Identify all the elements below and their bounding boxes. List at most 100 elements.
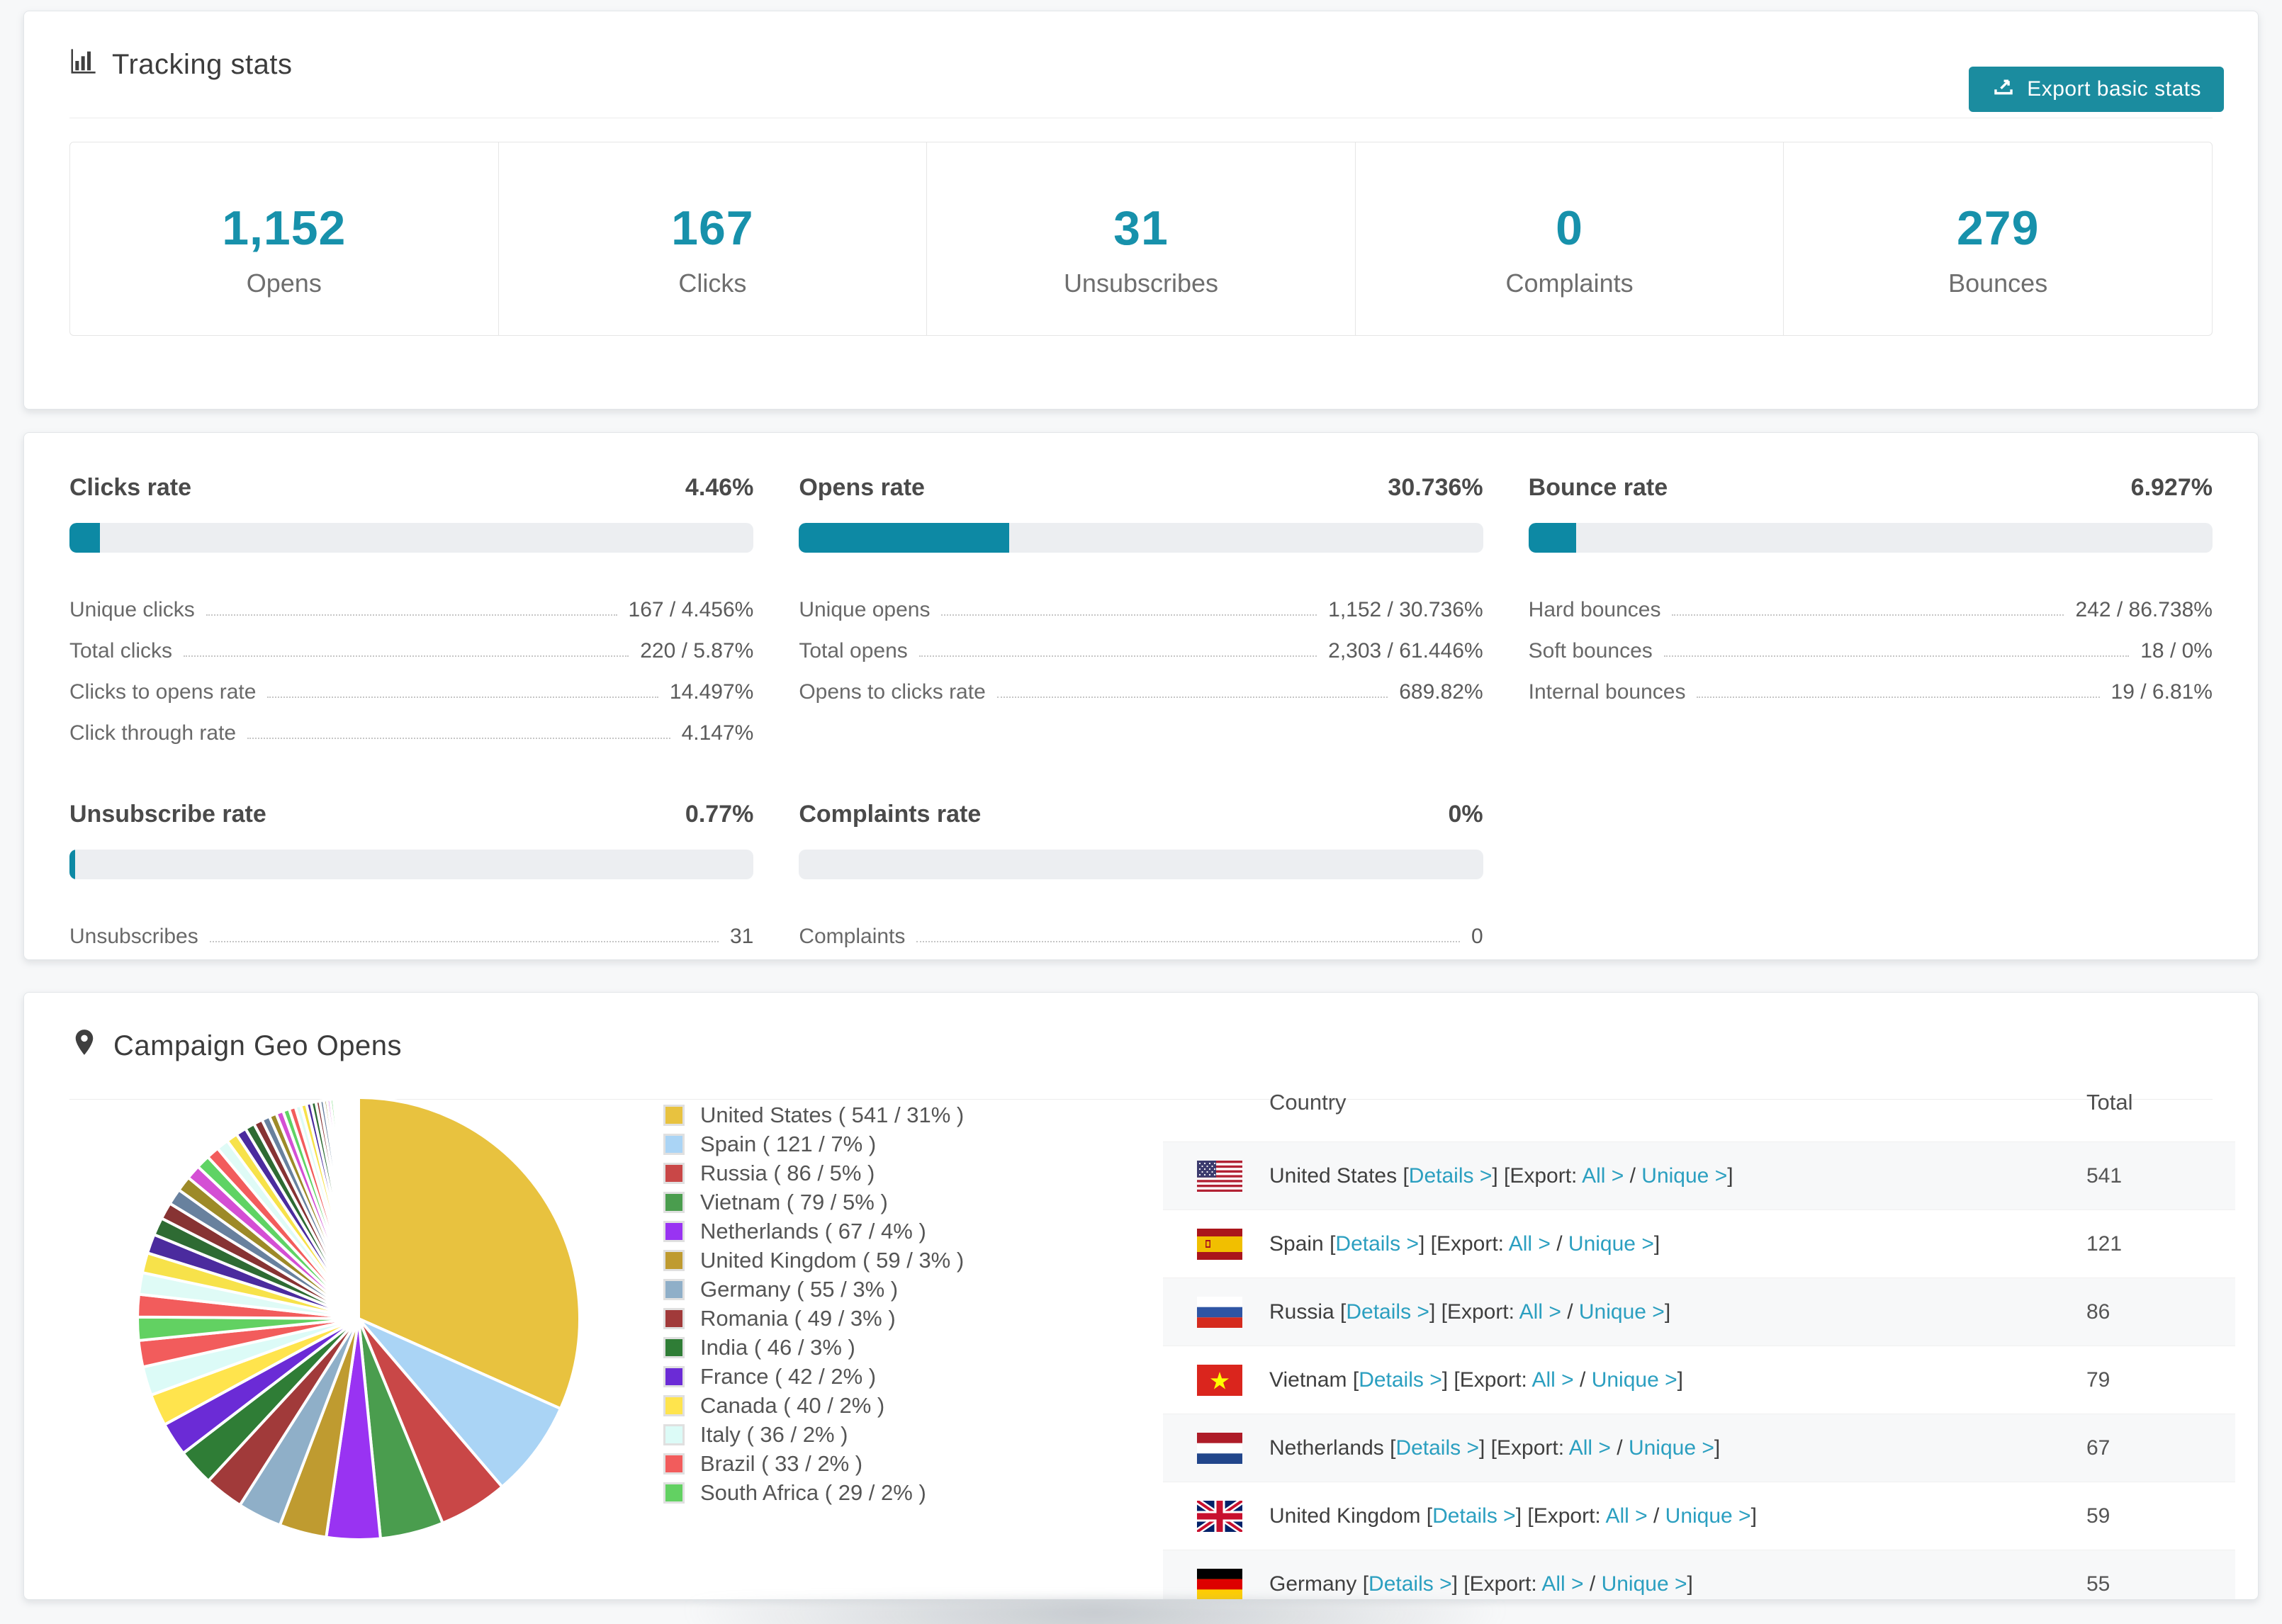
legend-swatch [663, 1278, 685, 1300]
legend-swatch [663, 1133, 685, 1155]
legend-label: France ( 42 / 2% ) [700, 1363, 877, 1389]
export-all-link[interactable]: All > [1541, 1572, 1584, 1596]
rate-stat-row: Click through rate 4.147% [69, 704, 753, 745]
country-cell: Russia [Details >] [Export: All > / Uniq… [1269, 1299, 1671, 1324]
legend-item[interactable]: Italy ( 36 / 2% ) [663, 1420, 1060, 1449]
details-link[interactable]: Details > [1368, 1572, 1452, 1596]
rate-stat-label: Internal bounces [1528, 680, 1686, 704]
legend-label: Vietnam ( 79 / 5% ) [700, 1189, 888, 1214]
summary-label: Clicks [678, 269, 747, 298]
export-icon [1991, 74, 2016, 104]
rate-progress-bar [799, 523, 1483, 553]
rate-stat-value: 1,152 / 30.736% [1328, 598, 1483, 621]
rate-stat-row: Soft bounces 18 / 0% [1529, 622, 2213, 663]
summary-value: 31 [1113, 201, 1169, 255]
country-cell: Spain [Details >] [Export: All > / Uniqu… [1269, 1231, 1660, 1256]
export-unique-link[interactable]: Unique > [1591, 1368, 1677, 1392]
legend-item[interactable]: Russia ( 86 / 5% ) [663, 1158, 1060, 1188]
export-unique-link[interactable]: Unique > [1568, 1231, 1654, 1256]
legend-item[interactable]: India ( 46 / 3% ) [663, 1333, 1060, 1362]
legend-label: Italy ( 36 / 2% ) [700, 1421, 848, 1447]
legend-item[interactable]: United States ( 541 / 31% ) [663, 1100, 1060, 1129]
total-cell: 121 [2086, 1231, 2123, 1256]
export-all-link[interactable]: All > [1568, 1436, 1611, 1460]
rate-progress-fill [69, 850, 75, 879]
below-card-shadow [680, 1600, 1510, 1624]
rate-stat-value: 4.147% [681, 721, 754, 745]
export-unique-link[interactable]: Unique > [1665, 1504, 1751, 1528]
rate-progress-bar [799, 850, 1483, 879]
summary-stat-box: 167 Clicks [498, 142, 927, 335]
geo-table-row: United States [Details >] [Export: All >… [1163, 1141, 2235, 1209]
details-link[interactable]: Details > [1359, 1368, 1442, 1392]
dotted-leader [1697, 697, 2100, 698]
export-unique-link[interactable]: Unique > [1601, 1572, 1687, 1596]
total-cell: 59 [2086, 1504, 2110, 1528]
legend-swatch [663, 1249, 685, 1271]
legend-item[interactable]: South Africa ( 29 / 2% ) [663, 1478, 1060, 1507]
legend-label: Russia ( 86 / 5% ) [700, 1160, 875, 1185]
export-unique-link[interactable]: Unique > [1628, 1436, 1714, 1460]
bar-chart-icon [69, 47, 98, 82]
details-link[interactable]: Details > [1335, 1231, 1419, 1256]
campaign-geo-opens-card: Campaign Geo Opens United States ( 541 /… [23, 992, 2259, 1600]
rate-stat-value: 242 / 86.738% [2075, 598, 2213, 621]
legend-label: Romania ( 49 / 3% ) [700, 1305, 896, 1331]
legend-item[interactable]: Spain ( 121 / 7% ) [663, 1129, 1060, 1158]
rate-stat-value: 689.82% [1399, 680, 1483, 704]
export-unique-link[interactable]: Unique > [1578, 1299, 1665, 1324]
legend-swatch [663, 1394, 685, 1416]
country-cell: Netherlands [Details >] [Export: All > /… [1269, 1436, 1721, 1460]
legend-item[interactable]: Brazil ( 33 / 2% ) [663, 1449, 1060, 1478]
export-all-link[interactable]: All > [1531, 1368, 1574, 1392]
export-all-link[interactable]: All > [1582, 1163, 1624, 1188]
rate-stat-row: Unique opens 1,152 / 30.736% [799, 581, 1483, 622]
geo-table-row: Spain [Details >] [Export: All > / Uniqu… [1163, 1209, 2235, 1278]
rate-stat-label: Unique opens [799, 598, 931, 621]
summary-label: Opens [246, 269, 322, 298]
country-flag-icon [1197, 1228, 1242, 1260]
legend-swatch [663, 1423, 685, 1445]
rate-title: Opens rate [799, 474, 925, 501]
dotted-leader [941, 614, 1317, 616]
legend-item[interactable]: Netherlands ( 67 / 4% ) [663, 1217, 1060, 1246]
bounce-rate-section: Bounce rate 6.927% Hard bounces 242 / 86… [1528, 474, 2213, 745]
legend-item[interactable]: Romania ( 49 / 3% ) [663, 1304, 1060, 1333]
legend-item[interactable]: United Kingdom ( 59 / 3% ) [663, 1246, 1060, 1275]
summary-label: Bounces [1948, 269, 2048, 298]
export-all-link[interactable]: All > [1605, 1504, 1648, 1528]
legend-swatch [663, 1365, 685, 1387]
dotted-leader [267, 697, 658, 698]
legend-item[interactable]: France ( 42 / 2% ) [663, 1362, 1060, 1391]
legend-item[interactable]: Germany ( 55 / 3% ) [663, 1275, 1060, 1304]
pie-svg [135, 1095, 581, 1541]
rate-stat-row: Unsubscribes 31 [69, 908, 753, 949]
rate-progress-bar [69, 850, 754, 879]
geo-table-row: United Kingdom [Details >] [Export: All … [1163, 1482, 2235, 1550]
details-link[interactable]: Details > [1395, 1436, 1479, 1460]
pie-slice[interactable] [356, 1095, 360, 1319]
pie-slice[interactable] [357, 1317, 563, 1489]
export-basic-stats-button[interactable]: Export basic stats [1969, 67, 2224, 112]
legend-item[interactable]: Vietnam ( 79 / 5% ) [663, 1188, 1060, 1217]
summary-label: Complaints [1505, 269, 1634, 298]
total-column-header: Total [2086, 1090, 2133, 1115]
export-unique-link[interactable]: Unique > [1641, 1163, 1728, 1188]
export-all-link[interactable]: All > [1508, 1231, 1551, 1256]
summary-stat-box: 279 Bounces [1783, 142, 2212, 335]
details-link[interactable]: Details > [1346, 1299, 1429, 1324]
details-link[interactable]: Details > [1408, 1163, 1493, 1188]
dotted-leader [1672, 614, 2064, 616]
legend-item[interactable]: Canada ( 40 / 2% ) [663, 1391, 1060, 1420]
dotted-leader [209, 941, 719, 942]
geo-section-title: Campaign Geo Opens [113, 1030, 403, 1061]
export-all-link[interactable]: All > [1519, 1299, 1561, 1324]
geo-table: Country Total United States [Details >] … [1163, 1064, 2235, 1599]
rate-stat-row: Unique clicks 167 / 4.456% [69, 581, 753, 622]
pie-slice[interactable] [357, 1095, 581, 1411]
details-link[interactable]: Details > [1432, 1504, 1516, 1528]
summary-value: 1,152 [222, 201, 347, 255]
dotted-leader [916, 941, 1460, 942]
geo-pie-chart[interactable] [125, 1085, 592, 1552]
